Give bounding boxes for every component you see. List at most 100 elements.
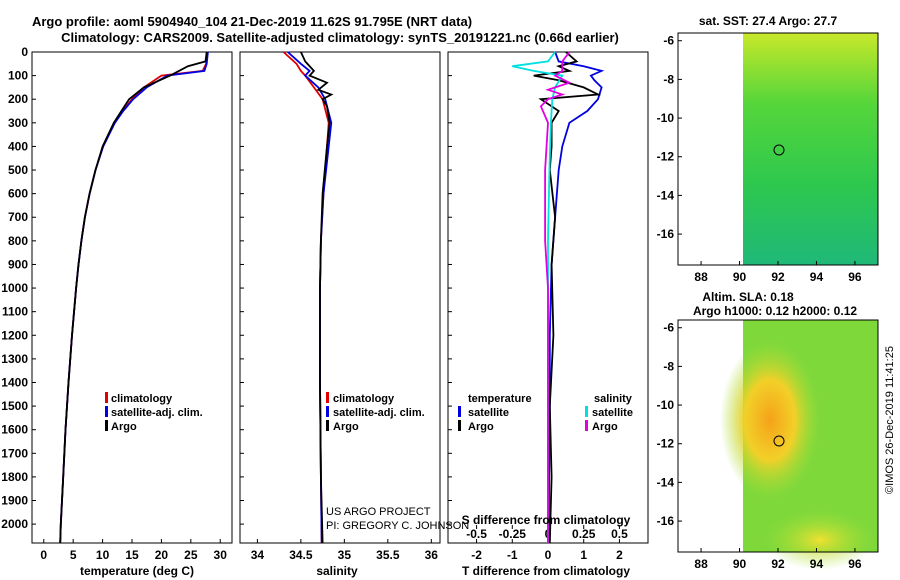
x-tick-label: 34 xyxy=(251,548,265,562)
depth-tick-label: 800 xyxy=(8,234,28,248)
legend-label-s-satellite: satellite xyxy=(592,407,633,419)
map-y-tick-label: -8 xyxy=(663,72,674,86)
map-x-tick-label: 94 xyxy=(810,270,824,284)
map-x-tick-label: 92 xyxy=(771,270,785,284)
legend-title-temperature: temperature xyxy=(468,393,532,405)
sst-map-title: sat. SST: 27.4 Argo: 27.7 xyxy=(699,14,838,28)
depth-tick-label: 200 xyxy=(8,92,28,106)
depth-tick-label: 700 xyxy=(8,210,28,224)
credit-pi: PI: GREGORY C. JOHNSON xyxy=(326,520,469,532)
depth-tick-label: 900 xyxy=(8,257,28,271)
series-line-climatology xyxy=(282,51,330,544)
depth-tick-label: 1200 xyxy=(1,328,28,342)
legend-label-climatology: climatology xyxy=(111,393,173,405)
x-tick-label: 35.5 xyxy=(376,548,400,562)
difference-legend: temperature satellite Argo salinity sate… xyxy=(458,393,633,433)
sla-float-marker xyxy=(773,435,785,447)
depth-tick-label: 1800 xyxy=(1,470,28,484)
depth-tick-label: 300 xyxy=(8,116,28,130)
timestamp: ©IMOS 26-Dec-2019 11:41:25 xyxy=(884,346,896,494)
depth-tick-label: 1900 xyxy=(1,494,28,508)
legend-swatch-climatology xyxy=(105,392,108,403)
series-line-t-satellite xyxy=(547,51,605,544)
map-y-tick-label: -12 xyxy=(657,150,675,164)
legend-label-s-argo: Argo xyxy=(592,421,618,433)
sla-map-title1: Altim. SLA: 0.18 xyxy=(702,290,794,304)
series-line-climatology xyxy=(59,51,208,544)
top-x-tick-label: -0.5 xyxy=(466,527,487,541)
depth-tick-label: 100 xyxy=(8,69,28,83)
temperature-legend: climatology satellite-adj. clim. Argo xyxy=(105,392,203,433)
map-y-tick-label: -16 xyxy=(657,227,675,241)
difference-top-xlabel: S difference from climatology xyxy=(462,513,631,527)
temperature-plot-frame xyxy=(31,51,233,544)
sla-map-title2: Argo h1000: 0.12 h2000: 0.12 xyxy=(693,304,857,318)
x-tick-label: 0 xyxy=(40,548,47,562)
figure-title-line2: Climatology: CARS2009. Satellite-adjuste… xyxy=(61,30,619,45)
map-y-tick-label: -12 xyxy=(657,437,675,451)
series-line-t-argo xyxy=(533,51,602,544)
legend-label-argo: Argo xyxy=(333,421,359,433)
legend-swatch-climatology xyxy=(326,392,329,403)
legend-label-satellite: satellite-adj. clim. xyxy=(111,407,203,419)
series-line-argo xyxy=(59,51,208,544)
depth-tick-label: 0 xyxy=(21,45,28,59)
map-x-tick-label: 88 xyxy=(694,557,708,571)
legend-swatch-argo xyxy=(105,420,108,431)
map-y-tick-label: -14 xyxy=(657,188,675,202)
depth-tick-label: 1100 xyxy=(2,305,28,319)
depth-tick-label: 1000 xyxy=(1,281,28,295)
legend-title-salinity: salinity xyxy=(594,393,633,405)
map-x-tick-label: 94 xyxy=(810,557,824,571)
legend-label-climatology: climatology xyxy=(333,393,395,405)
map-y-tick-label: -8 xyxy=(663,359,674,373)
map-y-tick-label: -14 xyxy=(657,475,675,489)
figure-title-line1: Argo profile: aoml 5904940_104 21-Dec-20… xyxy=(32,14,472,29)
depth-tick-label: 400 xyxy=(8,139,28,153)
depth-tick-label: 1600 xyxy=(1,423,28,437)
legend-swatch-argo xyxy=(326,420,329,431)
legend-label-t-argo: Argo xyxy=(468,421,494,433)
x-tick-label: 10 xyxy=(96,548,110,562)
x-tick-label: 2 xyxy=(616,548,623,562)
map-y-tick-label: -16 xyxy=(657,514,675,528)
legend-label-t-satellite: satellite xyxy=(468,407,509,419)
map-x-tick-label: 90 xyxy=(733,557,747,571)
series-line-satellite xyxy=(59,51,209,544)
x-tick-label: -1 xyxy=(507,548,518,562)
x-tick-label: 0 xyxy=(545,548,552,562)
salinity-legend: climatology satellite-adj. clim. Argo xyxy=(326,392,425,433)
map-x-tick-label: 88 xyxy=(694,270,708,284)
depth-tick-label: 1400 xyxy=(1,375,28,389)
series-line-argo xyxy=(300,51,334,544)
series-line-s-satellite xyxy=(512,51,564,543)
depth-tick-label: 600 xyxy=(8,187,28,201)
legend-swatch-s-argo xyxy=(585,420,588,431)
map-y-tick-label: -6 xyxy=(663,321,674,335)
x-tick-label: 35 xyxy=(338,548,352,562)
temperature-xlabel: temperature (deg C) xyxy=(80,564,194,578)
top-x-tick-label: -0.25 xyxy=(499,527,527,541)
credit-project: US ARGO PROJECT xyxy=(326,506,431,518)
temperature-panel: 0100200300400500600700800900100011001200… xyxy=(1,45,452,578)
salinity-plot-frame xyxy=(239,51,441,544)
difference-xlabel: T difference from climatology xyxy=(462,564,630,578)
sla-warm-anomaly-south xyxy=(765,510,875,570)
difference-panel: -2 -1 0 1 2 -0.5 -0.25 0 0.25 0.5 S difference f… xyxy=(447,51,649,578)
map-y-tick-label: -10 xyxy=(657,398,675,412)
legend-swatch-satellite xyxy=(105,406,108,417)
map-x-tick-label: 90 xyxy=(733,270,747,284)
depth-tick-label: 1500 xyxy=(1,399,28,413)
legend-swatch-satellite xyxy=(326,406,329,417)
legend-swatch-s-satellite xyxy=(585,406,588,417)
sla-map-panel: Altim. SLA: 0.18 Argo h1000: 0.12 h2000:… xyxy=(657,290,879,571)
x-tick-label: 36 xyxy=(425,548,439,562)
x-tick-label: 34.5 xyxy=(289,548,313,562)
depth-tick-label: 1300 xyxy=(1,352,28,366)
map-x-tick-label: 96 xyxy=(848,557,862,571)
series-line-satellite xyxy=(287,51,333,544)
depth-tick-label: 500 xyxy=(8,163,28,177)
x-tick-label: 30 xyxy=(214,548,228,562)
x-tick-label: 1 xyxy=(580,548,587,562)
